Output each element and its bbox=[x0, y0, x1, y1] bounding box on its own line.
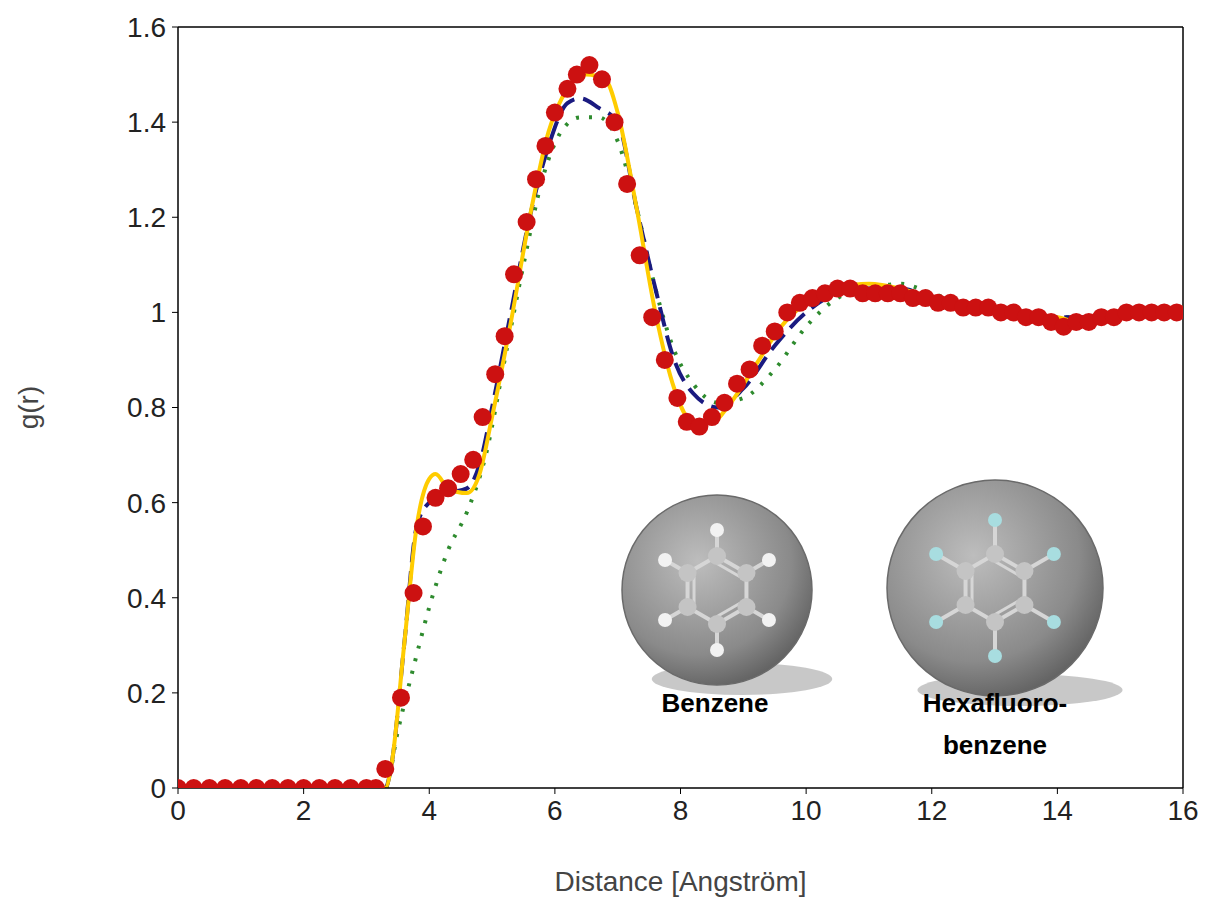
svg-text:Benzene: Benzene bbox=[662, 688, 769, 718]
svg-text:1.6: 1.6 bbox=[127, 12, 166, 43]
svg-text:16: 16 bbox=[1167, 795, 1198, 826]
svg-text:Hexafluoro-benzene: Hexafluoro-benzene bbox=[923, 688, 1067, 760]
svg-text:2: 2 bbox=[296, 795, 312, 826]
svg-text:6: 6 bbox=[547, 795, 563, 826]
svg-text:1: 1 bbox=[150, 297, 166, 328]
svg-text:g(r): g(r) bbox=[13, 386, 44, 430]
svg-text:0: 0 bbox=[150, 773, 166, 804]
svg-text:0: 0 bbox=[170, 795, 186, 826]
svg-text:Distance [Angström]: Distance [Angström] bbox=[554, 866, 806, 897]
svg-text:1.2: 1.2 bbox=[127, 202, 166, 233]
svg-text:1.4: 1.4 bbox=[127, 107, 166, 138]
svg-text:10: 10 bbox=[791, 795, 822, 826]
svg-text:0.2: 0.2 bbox=[127, 678, 166, 709]
svg-text:8: 8 bbox=[673, 795, 689, 826]
svg-text:12: 12 bbox=[916, 795, 947, 826]
svg-text:14: 14 bbox=[1042, 795, 1073, 826]
svg-text:0.6: 0.6 bbox=[127, 488, 166, 519]
svg-text:0.4: 0.4 bbox=[127, 583, 166, 614]
svg-text:4: 4 bbox=[421, 795, 437, 826]
svg-text:0.8: 0.8 bbox=[127, 392, 166, 423]
